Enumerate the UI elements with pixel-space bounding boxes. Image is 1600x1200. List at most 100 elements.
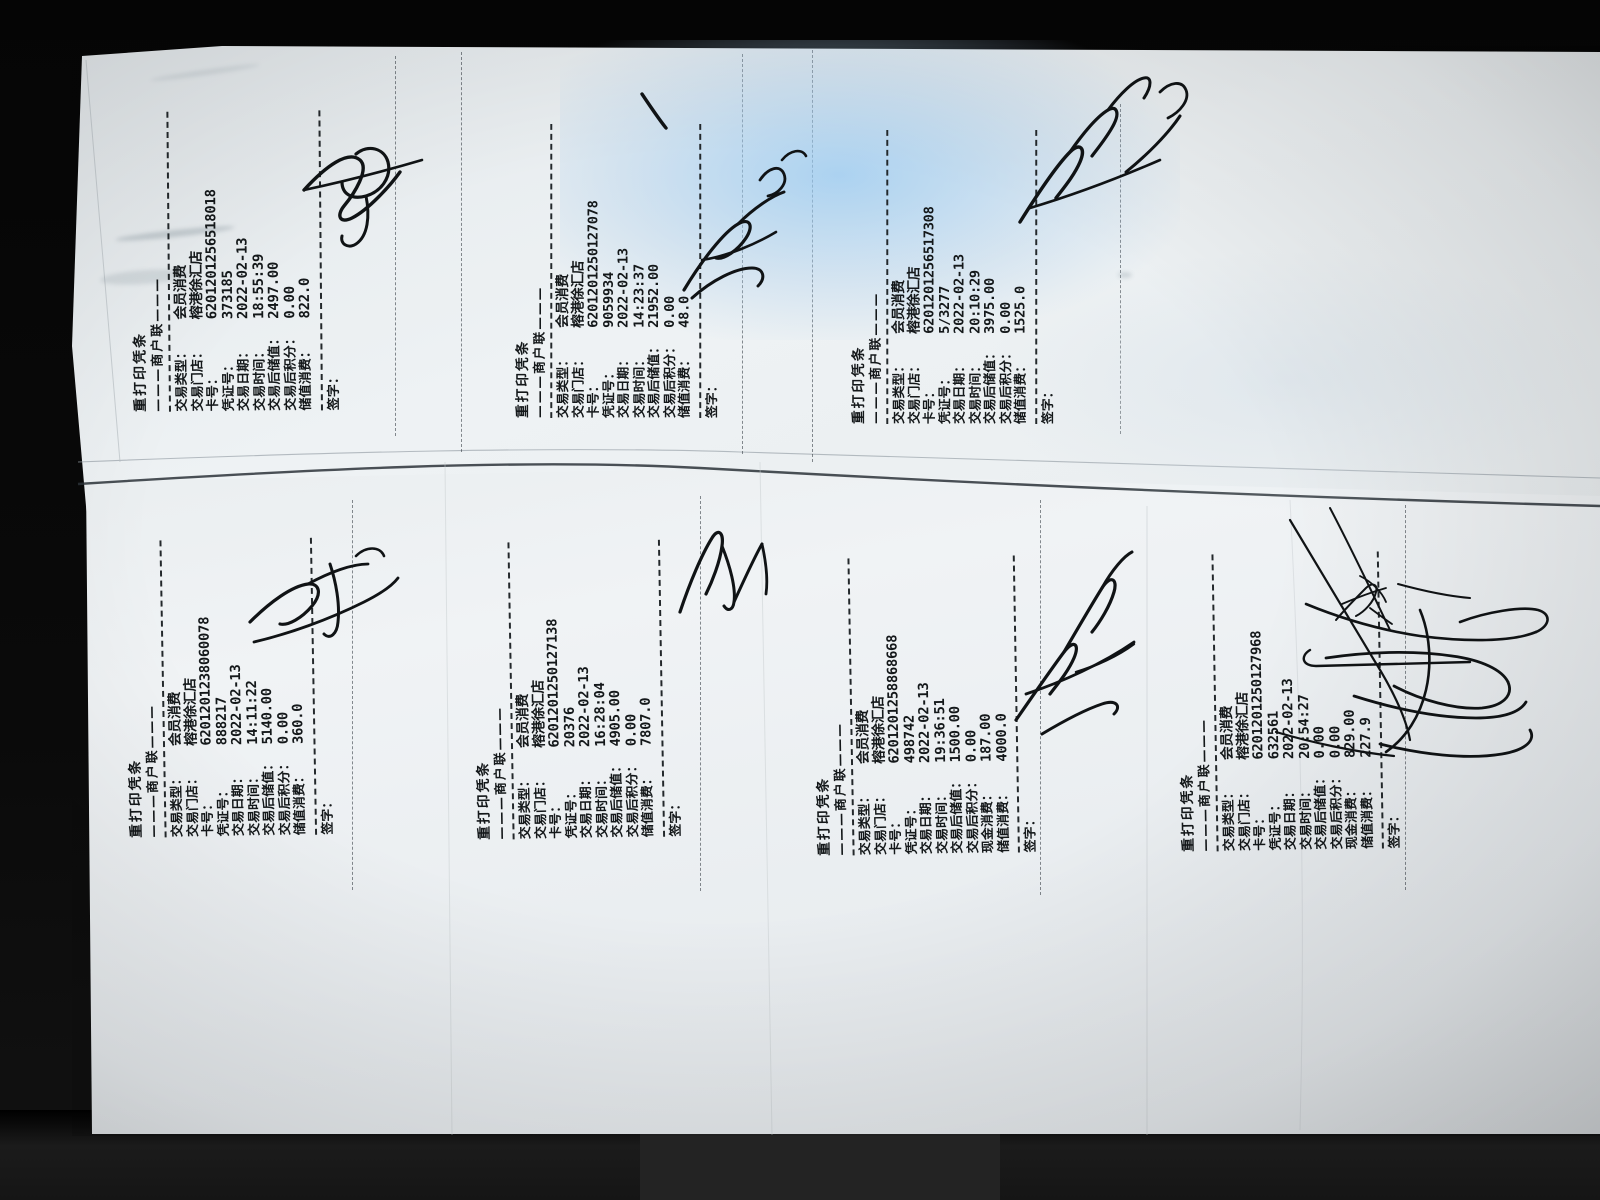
receipt-type-label: 交易类型： [169, 772, 186, 838]
receipt-stored-spend-label: 储值消费： [995, 787, 1012, 853]
signature-label: 签字： [1040, 385, 1056, 424]
receipt-stored-spend-label: 储值消费： [640, 772, 657, 838]
receipt-body: 重打印凭条 ———商户联——— 交易类型： 会员消费 交易门店： 榕港徐汇店 卡号： 6201… [851, 130, 1056, 424]
receipt-type-label: 交易类型： [1221, 786, 1238, 852]
tear-line-4 [742, 54, 743, 454]
receipt-signature-area: 签字： [1034, 130, 1056, 424]
receipt-cash-spend-label: 现金消费： [1344, 784, 1361, 850]
receipt-points-row: 交易后积分： 0.00 [998, 130, 1014, 424]
receipt-time-row: 交易时间： 20:10:29 [967, 130, 983, 424]
receipt-type-value: 会员消费 [172, 264, 190, 320]
receipt-voucher-label: 凭证号： [221, 358, 237, 412]
receipt-stored-spend-value: 227.9 [1357, 717, 1374, 758]
receipt-date-label: 交易日期： [236, 345, 252, 412]
receipt-type-row: 交易类型： 会员消费 [555, 124, 571, 418]
receipt-voucher-row: 凭证号： 5/3277 [936, 130, 953, 424]
receipt-balance-row: 交易后储值： 3975.00 [982, 130, 999, 424]
receipt-subtitle: ———商户联——— [149, 276, 166, 412]
tear-line-5 [1120, 104, 1121, 434]
receipt-balance-label: 交易后储值： [261, 757, 278, 836]
signature-label: 签字： [1387, 809, 1403, 849]
receipt-date-value: 2022-02-13 [615, 248, 632, 328]
tear-line-8 [1040, 500, 1041, 895]
receipt-time-label: 交易时间： [968, 359, 983, 424]
receipt-body: 重打印凭条 ———商户联——— 交易类型： 会员消费 交易门店： 榕港徐汇店 卡号： 6201… [515, 123, 720, 418]
receipt-store-label: 交易门店： [532, 773, 549, 840]
receipt-block: 重打印凭条 ———商户联——— 交易类型： 会员消费 交易门店： 榕港徐汇店 卡号： 6201… [125, 537, 336, 838]
receipt-date-label: 交易日期： [578, 773, 595, 839]
receipt-store-label: 交易门店： [872, 789, 889, 856]
receipt-date-label: 交易日期： [1282, 785, 1299, 851]
receipt-divider-top [550, 123, 553, 418]
receipt-type-value: 会员消费 [167, 691, 184, 747]
receipt-balance-value: 5140.00 [259, 688, 276, 745]
receipt-balance-label: 交易后储值： [647, 340, 663, 418]
receipt-points-value: 0.00 [661, 295, 678, 328]
receipt-stored-spend-row: 储值消费： 822.0 [296, 110, 314, 411]
receipt-type-value: 会员消费 [515, 693, 532, 749]
receipt-stored-spend-label: 储值消费： [1359, 783, 1376, 849]
receipt-store-value: 榕港徐汇店 [570, 260, 587, 328]
receipt-store-label: 交易门店： [184, 771, 201, 838]
receipt-points-label: 交易后积分： [964, 775, 981, 854]
receipt-time-row: 交易时间： 14:23:37 [631, 124, 647, 418]
receipt-card-value: 6201201238060078 [196, 616, 215, 746]
receipt-stored-spend-row: 储值消费： 1525.0 [1013, 130, 1029, 424]
receipt-voucher-value: 373185 [219, 270, 236, 320]
receipt-date-label: 交易日期： [616, 353, 632, 418]
tear-line-2 [395, 56, 396, 436]
receipt-block: 重打印凭条 ———商户联——— 交易类型： 会员消费 交易门店： 榕港徐汇店 卡号： 6201… [1177, 551, 1404, 852]
receipt-time-label: 交易时间： [632, 353, 647, 418]
receipt-divider-top [886, 130, 889, 424]
receipt-type-label: 交易类型： [174, 345, 190, 412]
receipt-subtitle: ———商户联——— [532, 285, 547, 418]
receipt-block: 重打印凭条 ———商户联——— 交易类型： 会员消费 交易门店： 榕港徐汇店 卡号： 6201… [473, 539, 684, 840]
receipt-field-list: 交易类型： 会员消费 交易门店： 榕港徐汇店 卡号： 6201201256517308 凭证… [891, 130, 1029, 424]
receipt-card-value: 6201201250127138 [544, 618, 563, 748]
receipt-balance-label: 交易后储值： [983, 346, 999, 424]
receipt-time-value: 20:10:29 [967, 270, 983, 334]
receipt-card-value: 6201201250127968 [1248, 630, 1267, 760]
receipt-balance-row: 交易后储值： 21952.00 [646, 124, 663, 418]
receipt-stored-spend-label: 储值消费： [677, 353, 693, 418]
receipt-balance-label: 交易后储值： [267, 332, 283, 411]
receipt-card-label: 卡号： [548, 799, 565, 839]
receipt-type-label: 交易类型： [517, 774, 534, 840]
receipt-voucher-label: 凭证号： [563, 786, 580, 839]
receipt-store-label: 交易门店： [907, 359, 923, 424]
receipt-field-list: 交易类型： 会员消费 交易门店： 榕港徐汇店 卡号： 6201201258868668 凭证… [853, 556, 1012, 856]
receipt-title: 重打印凭条 [851, 345, 867, 424]
receipt-voucher-label: 凭证号： [937, 372, 953, 424]
receipt-points-label: 交易后积分： [624, 759, 641, 838]
receipt-card-label: 卡号： [922, 385, 938, 424]
signature-label: 签字： [704, 379, 720, 418]
receipt-points-label: 交易后积分： [276, 757, 293, 836]
receipt-field-list: 交易类型： 会员消费 交易门店： 榕港徐汇店 卡号： 6201201256518018 凭证… [172, 110, 314, 411]
receipt-date-row: 交易日期： 2022-02-13 [952, 130, 968, 424]
receipt-balance-value: 2497.00 [265, 261, 283, 319]
receipt-body: 重打印凭条 ———商户联——— 交易类型： 会员消费 交易门店： 榕港徐汇店 卡号： 6201… [1177, 551, 1404, 852]
receipt-points-value: 0.00 [281, 286, 298, 319]
receipt-card-value: 6201201256517308 [921, 206, 938, 334]
receipt-stored-spend-row: 储值消费： 48.0 [677, 124, 693, 418]
receipt-signature-area: 签字： [698, 123, 720, 418]
receipt-card-value: 6201201256518018 [203, 189, 221, 320]
receipt-body: 重打印凭条 ———商户联——— 交易类型： 会员消费 交易门店： 榕港徐汇店 卡号： 6201… [473, 539, 684, 840]
receipt-date-label: 交易日期： [230, 771, 247, 837]
receipt-voucher-label: 凭证号： [601, 366, 617, 418]
signature-label: 签字： [319, 795, 336, 835]
receipt-time-label: 交易时间： [251, 345, 268, 411]
receipt-date-value: 2022-02-13 [575, 666, 594, 748]
receipt-stored-spend-value: 7807.0 [637, 697, 655, 747]
receipt-field-list: 交易类型： 会员消费 交易门店： 榕港徐汇店 卡号： 6201201250127138 凭证… [513, 540, 657, 840]
receipt-body: 重打印凭条 ———商户联——— 交易类型： 会员消费 交易门店： 榕港徐汇店 卡号： 6201… [813, 555, 1040, 856]
receipt-card-label: 卡号： [200, 797, 217, 837]
receipt-type-label: 交易类型： [556, 353, 571, 418]
receipt-voucher-value: 5/3277 [936, 286, 953, 334]
receipt-card-value: 6201201250127078 [585, 200, 602, 328]
receipt-type-value: 会员消费 [555, 274, 571, 328]
signature-label: 签字： [326, 370, 342, 411]
receipt-block: 重打印凭条 ———商户联——— 交易类型： 会员消费 交易门店： 榕港徐汇店 卡号： 6201… [813, 555, 1040, 856]
receipt-points-label: 交易后积分： [1328, 771, 1345, 850]
